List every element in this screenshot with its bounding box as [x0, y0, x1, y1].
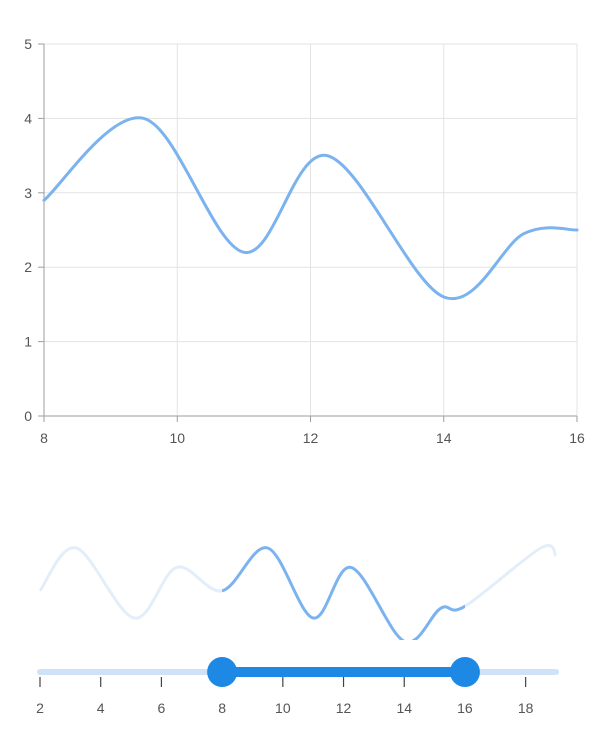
preview-line-selected	[222, 546, 465, 640]
y-tick-label: 1	[24, 334, 32, 350]
x-tick-label: 10	[169, 430, 185, 446]
y-tick-label: 0	[24, 408, 32, 424]
slider-tick-label: 2	[36, 700, 44, 716]
x-tick-label: 12	[303, 430, 319, 446]
series-line	[42, 116, 579, 301]
y-tick-label: 5	[24, 36, 32, 52]
y-tick-label: 3	[24, 185, 32, 201]
y-tick-label: 2	[24, 259, 32, 275]
slider-tick-label: 14	[396, 700, 412, 716]
slider-end-thumb[interactable]	[449, 657, 480, 687]
slider-tick-label: 10	[275, 700, 291, 716]
slider-tick-label: 18	[518, 700, 534, 716]
preview-line-unselected	[38, 543, 558, 640]
slider-tick-label: 6	[158, 700, 166, 716]
slider-tick-label: 16	[457, 700, 473, 716]
slider-tick-label: 12	[336, 700, 352, 716]
y-tick-label: 4	[24, 110, 32, 126]
slider-tick-label: 4	[97, 700, 105, 716]
x-tick-label: 8	[40, 430, 48, 446]
slider-start-thumb[interactable]	[207, 657, 238, 687]
range-selector[interactable]: 2 4 6 8 10 12 14 16 18	[36, 543, 559, 716]
x-tick-label: 14	[436, 430, 452, 446]
x-tick-label: 16	[569, 430, 585, 446]
slider-tick-label: 8	[218, 700, 226, 716]
